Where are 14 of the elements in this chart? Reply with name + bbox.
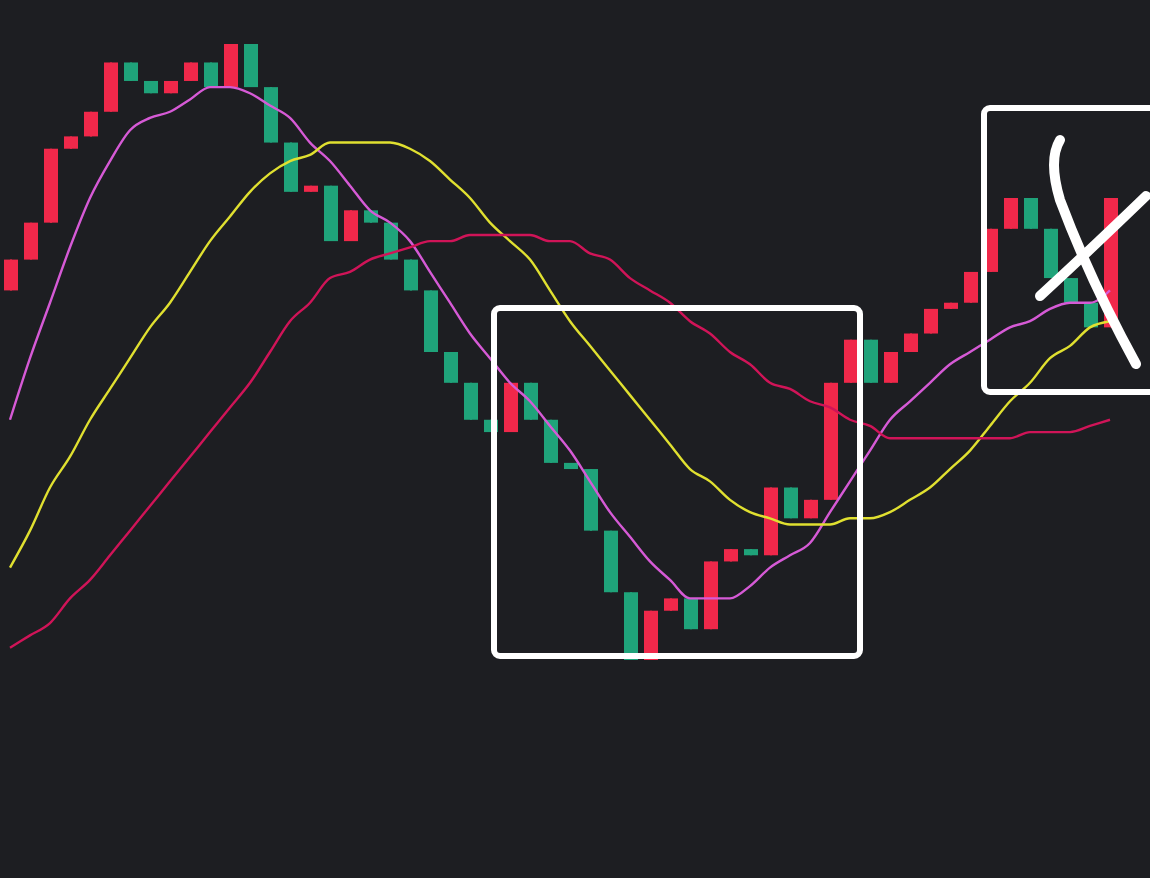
candlestick [184, 61, 198, 82]
candlestick [864, 338, 878, 384]
candlestick [1024, 197, 1038, 230]
candlestick [204, 61, 218, 89]
candlestick [124, 61, 138, 82]
candlestick [464, 381, 478, 421]
candlestick [444, 351, 458, 384]
candlestick [244, 44, 258, 88]
candlestick [884, 351, 898, 384]
candlestick [964, 270, 978, 304]
candlestick [344, 209, 358, 243]
candlestick [1004, 197, 1018, 230]
candlestick [924, 307, 938, 335]
candlestick [24, 221, 38, 261]
